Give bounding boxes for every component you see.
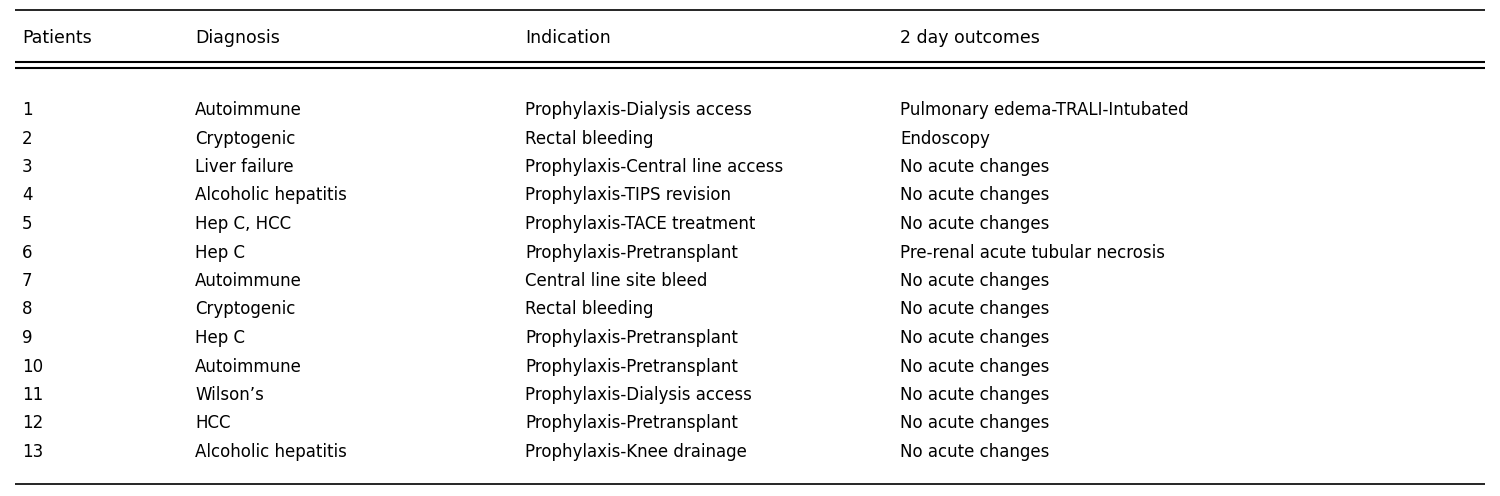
Text: 7: 7 (22, 272, 33, 290)
Text: No acute changes: No acute changes (900, 215, 1050, 233)
Text: 5: 5 (22, 215, 33, 233)
Text: No acute changes: No acute changes (900, 415, 1050, 433)
Text: Hep C: Hep C (195, 329, 244, 347)
Text: Cryptogenic: Cryptogenic (195, 129, 296, 147)
Text: Prophylaxis-TIPS revision: Prophylaxis-TIPS revision (525, 186, 730, 204)
Text: Prophylaxis-Central line access: Prophylaxis-Central line access (525, 158, 783, 176)
Text: Endoscopy: Endoscopy (900, 129, 990, 147)
Text: No acute changes: No acute changes (900, 443, 1050, 461)
Text: Prophylaxis-Dialysis access: Prophylaxis-Dialysis access (525, 386, 752, 404)
Text: Prophylaxis-Pretransplant: Prophylaxis-Pretransplant (525, 329, 738, 347)
Text: 2 day outcomes: 2 day outcomes (900, 29, 1040, 47)
Text: Pulmonary edema-TRALI-Intubated: Pulmonary edema-TRALI-Intubated (900, 101, 1188, 119)
Text: 2: 2 (22, 129, 33, 147)
Text: Hep C, HCC: Hep C, HCC (195, 215, 291, 233)
Text: 11: 11 (22, 386, 44, 404)
Text: Hep C: Hep C (195, 244, 244, 261)
Text: 4: 4 (22, 186, 33, 204)
Text: 13: 13 (22, 443, 44, 461)
Text: 8: 8 (22, 301, 33, 318)
Text: 12: 12 (22, 415, 44, 433)
Text: Pre-renal acute tubular necrosis: Pre-renal acute tubular necrosis (900, 244, 1166, 261)
Text: No acute changes: No acute changes (900, 186, 1050, 204)
Text: No acute changes: No acute changes (900, 386, 1050, 404)
Text: Prophylaxis-Dialysis access: Prophylaxis-Dialysis access (525, 101, 752, 119)
Text: No acute changes: No acute changes (900, 358, 1050, 375)
Text: Central line site bleed: Central line site bleed (525, 272, 708, 290)
Text: Autoimmune: Autoimmune (195, 358, 302, 375)
Text: HCC: HCC (195, 415, 231, 433)
Text: Prophylaxis-TACE treatment: Prophylaxis-TACE treatment (525, 215, 756, 233)
Text: Liver failure: Liver failure (195, 158, 294, 176)
Text: Autoimmune: Autoimmune (195, 272, 302, 290)
Text: Prophylaxis-Knee drainage: Prophylaxis-Knee drainage (525, 443, 747, 461)
Text: No acute changes: No acute changes (900, 158, 1050, 176)
Text: Prophylaxis-Pretransplant: Prophylaxis-Pretransplant (525, 244, 738, 261)
Text: 9: 9 (22, 329, 33, 347)
Text: Alcoholic hepatitis: Alcoholic hepatitis (195, 443, 346, 461)
Text: 1: 1 (22, 101, 33, 119)
Text: Prophylaxis-Pretransplant: Prophylaxis-Pretransplant (525, 358, 738, 375)
Text: 3: 3 (22, 158, 33, 176)
Text: Patients: Patients (22, 29, 92, 47)
Text: 6: 6 (22, 244, 33, 261)
Text: Autoimmune: Autoimmune (195, 101, 302, 119)
Text: 10: 10 (22, 358, 44, 375)
Text: Cryptogenic: Cryptogenic (195, 301, 296, 318)
Text: Indication: Indication (525, 29, 610, 47)
Text: Alcoholic hepatitis: Alcoholic hepatitis (195, 186, 346, 204)
Text: Wilson’s: Wilson’s (195, 386, 264, 404)
Text: Rectal bleeding: Rectal bleeding (525, 129, 654, 147)
Text: Prophylaxis-Pretransplant: Prophylaxis-Pretransplant (525, 415, 738, 433)
Text: No acute changes: No acute changes (900, 272, 1050, 290)
Text: Diagnosis: Diagnosis (195, 29, 280, 47)
Text: Rectal bleeding: Rectal bleeding (525, 301, 654, 318)
Text: No acute changes: No acute changes (900, 329, 1050, 347)
Text: No acute changes: No acute changes (900, 301, 1050, 318)
